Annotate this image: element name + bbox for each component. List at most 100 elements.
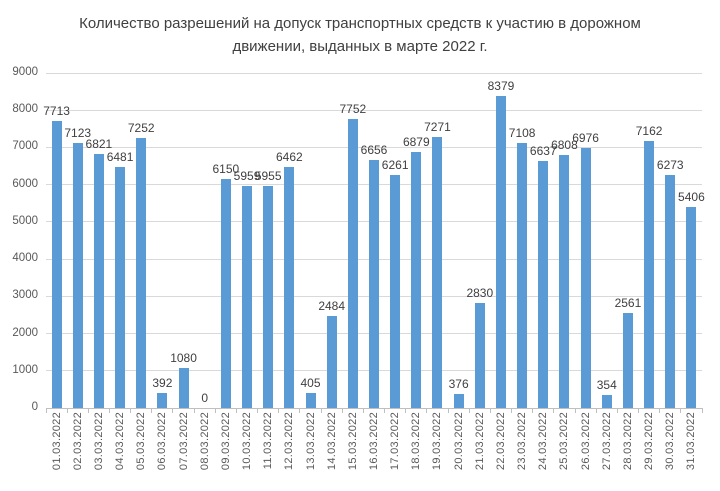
bar	[326, 315, 337, 408]
x-axis-tick	[468, 408, 470, 413]
bar	[347, 119, 358, 408]
chart-title: Количество разрешений на допуск транспор…	[79, 15, 641, 56]
x-axis-category-label: 23.03.2022	[512, 412, 533, 490]
x-axis-category-label-text: 04.03.2022	[114, 412, 127, 471]
bar-value-label: 2561	[614, 295, 642, 310]
x-axis-category-label-text: 27.03.2022	[600, 412, 613, 471]
x-axis-category-label: 13.03.2022	[300, 412, 321, 490]
x-axis-category-label: 10.03.2022	[236, 412, 257, 490]
bar-value-label: 6656	[360, 143, 388, 158]
x-axis-category-label: 24.03.2022	[533, 412, 554, 490]
bar	[580, 148, 591, 408]
x-axis-tick	[659, 408, 661, 413]
x-axis-category-label-text: 03.03.2022	[92, 412, 105, 471]
x-axis-category-label-text: 05.03.2022	[135, 412, 148, 471]
bar	[453, 394, 464, 408]
gridline	[46, 72, 702, 74]
bar	[390, 174, 401, 408]
x-axis-tick	[511, 408, 513, 413]
bar-value-label: 2830	[466, 285, 494, 300]
gridline	[46, 109, 702, 111]
x-axis-tick	[151, 408, 153, 413]
bar-value-label: 5406	[678, 189, 705, 204]
x-axis-category-label: 14.03.2022	[321, 412, 342, 490]
bar-value-label: 7252	[127, 121, 155, 136]
x-axis-category-label-text: 06.03.2022	[156, 412, 169, 471]
bar-value-label: 392	[152, 376, 173, 391]
bar	[284, 167, 295, 408]
bar	[220, 179, 231, 408]
bar-value-label: 0	[201, 391, 209, 405]
bar-value-label: 6462	[275, 150, 303, 165]
x-axis-tick	[193, 408, 195, 413]
x-axis-category-label-text: 01.03.2022	[50, 412, 63, 471]
x-axis-category-label: 06.03.2022	[152, 412, 173, 490]
x-axis-category-label: 11.03.2022	[258, 412, 279, 490]
x-axis-tick	[320, 408, 322, 413]
x-axis-category-label-text: 14.03.2022	[325, 412, 338, 471]
x-axis-category-label: 08.03.2022	[194, 412, 215, 490]
bar-value-label: 7271	[424, 120, 451, 135]
y-axis-tick-label: 2000	[12, 326, 38, 339]
bar-value-label: 1080	[170, 350, 197, 365]
y-axis-tick-label: 1000	[12, 363, 38, 376]
bar	[242, 186, 253, 408]
bar-value-label: 7108	[508, 126, 536, 141]
x-axis-category-label-text: 30.03.2022	[664, 412, 677, 471]
x-axis-tick	[299, 408, 301, 413]
bar	[559, 154, 570, 408]
x-axis-tick	[108, 408, 110, 413]
bar-value-label: 7713	[43, 103, 70, 118]
bar	[538, 160, 549, 408]
bar	[136, 138, 147, 408]
x-axis-category-label: 27.03.2022	[596, 412, 617, 490]
x-axis-line	[46, 407, 702, 409]
bar	[517, 143, 528, 408]
x-axis-category-label: 16.03.2022	[363, 412, 384, 490]
x-axis-category-label: 05.03.2022	[131, 412, 152, 490]
x-axis-category-label-text: 20.03.2022	[452, 412, 465, 471]
x-axis-category-label: 12.03.2022	[279, 412, 300, 490]
y-axis-tick-label: 9000	[12, 66, 38, 78]
x-axis-category-label: 30.03.2022	[660, 412, 681, 490]
x-axis-category-label: 02.03.2022	[67, 412, 88, 490]
x-axis-category-label-text: 07.03.2022	[177, 412, 190, 471]
x-axis-category-label-text: 13.03.2022	[304, 412, 317, 471]
x-axis-tick	[341, 408, 343, 413]
x-axis-category-label-text: 11.03.2022	[262, 412, 275, 470]
x-axis-category-label-text: 21.03.2022	[473, 412, 486, 471]
bar-value-label: 2484	[318, 298, 346, 313]
bar-value-label: 7162	[635, 124, 663, 139]
gridline	[46, 146, 702, 148]
x-axis-category-label: 28.03.2022	[617, 412, 638, 490]
bar-value-label: 7123	[64, 125, 92, 140]
bar	[474, 302, 485, 408]
x-axis-tick	[553, 408, 555, 413]
bar-value-label: 6273	[656, 157, 684, 172]
bar	[369, 160, 379, 408]
bar	[665, 174, 676, 408]
bar-value-label: 405	[300, 375, 321, 390]
bar	[411, 151, 422, 408]
x-axis-category-label-text: 28.03.2022	[621, 412, 634, 471]
x-axis-category-label: 18.03.2022	[406, 412, 427, 490]
bar	[93, 154, 104, 408]
x-axis-category-label: 22.03.2022	[490, 412, 511, 490]
x-axis-category-label: 09.03.2022	[215, 412, 236, 490]
x-axis-category-label-text: 31.03.2022	[685, 412, 698, 471]
x-axis-tick	[384, 408, 386, 413]
x-axis-tick	[362, 408, 364, 413]
x-axis-category-label-text: 16.03.2022	[367, 412, 380, 471]
x-axis-tick	[532, 408, 534, 413]
x-axis-category-label-text: 17.03.2022	[389, 412, 402, 471]
y-axis-tick-label: 3000	[12, 289, 38, 302]
bar	[263, 186, 274, 408]
x-axis-category-label: 21.03.2022	[469, 412, 490, 490]
bar-value-label: 7752	[339, 102, 367, 117]
x-axis-tick	[574, 408, 576, 413]
bar-value-label: 6808	[551, 137, 578, 152]
x-axis-category-label: 15.03.2022	[342, 412, 363, 490]
bar-value-label: 6261	[381, 157, 409, 172]
x-axis-tick	[278, 408, 280, 413]
bar	[72, 142, 83, 408]
